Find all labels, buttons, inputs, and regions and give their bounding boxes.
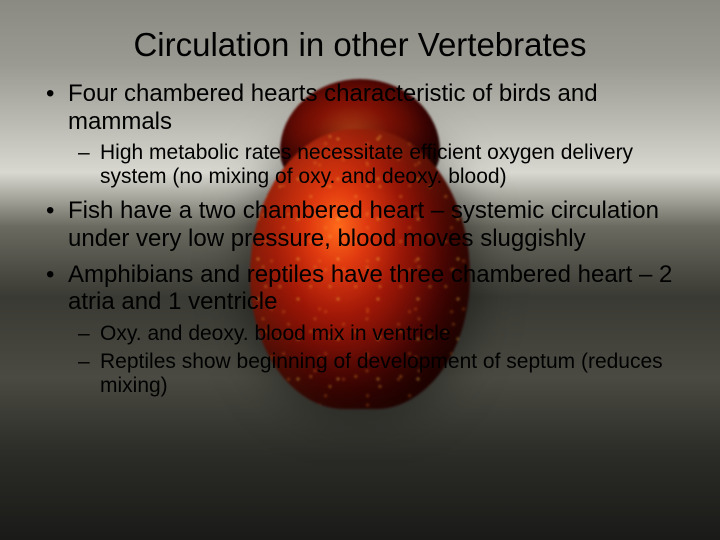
- bullet-3-sub-2: Reptiles show beginning of development o…: [100, 350, 690, 398]
- bullet-3: Amphibians and reptiles have three chamb…: [68, 261, 690, 399]
- bullet-list: Four chambered hearts characteristic of …: [30, 80, 690, 398]
- bullet-3-sublist: Oxy. and deoxy. blood mix in ventricle R…: [68, 322, 690, 398]
- bullet-1-sub-1: High metabolic rates necessitate efficie…: [100, 141, 690, 189]
- bullet-1: Four chambered hearts characteristic of …: [68, 80, 690, 189]
- bullet-1-text: Four chambered hearts characteristic of …: [68, 80, 598, 135]
- bullet-1-sublist: High metabolic rates necessitate efficie…: [68, 141, 690, 189]
- bullet-3-text: Amphibians and reptiles have three chamb…: [68, 261, 672, 316]
- bullet-3-sub-1: Oxy. and deoxy. blood mix in ventricle: [100, 322, 690, 346]
- bullet-2: Fish have a two chambered heart – system…: [68, 197, 690, 252]
- slide-content: Circulation in other Vertebrates Four ch…: [0, 0, 720, 398]
- slide-title: Circulation in other Vertebrates: [30, 26, 690, 64]
